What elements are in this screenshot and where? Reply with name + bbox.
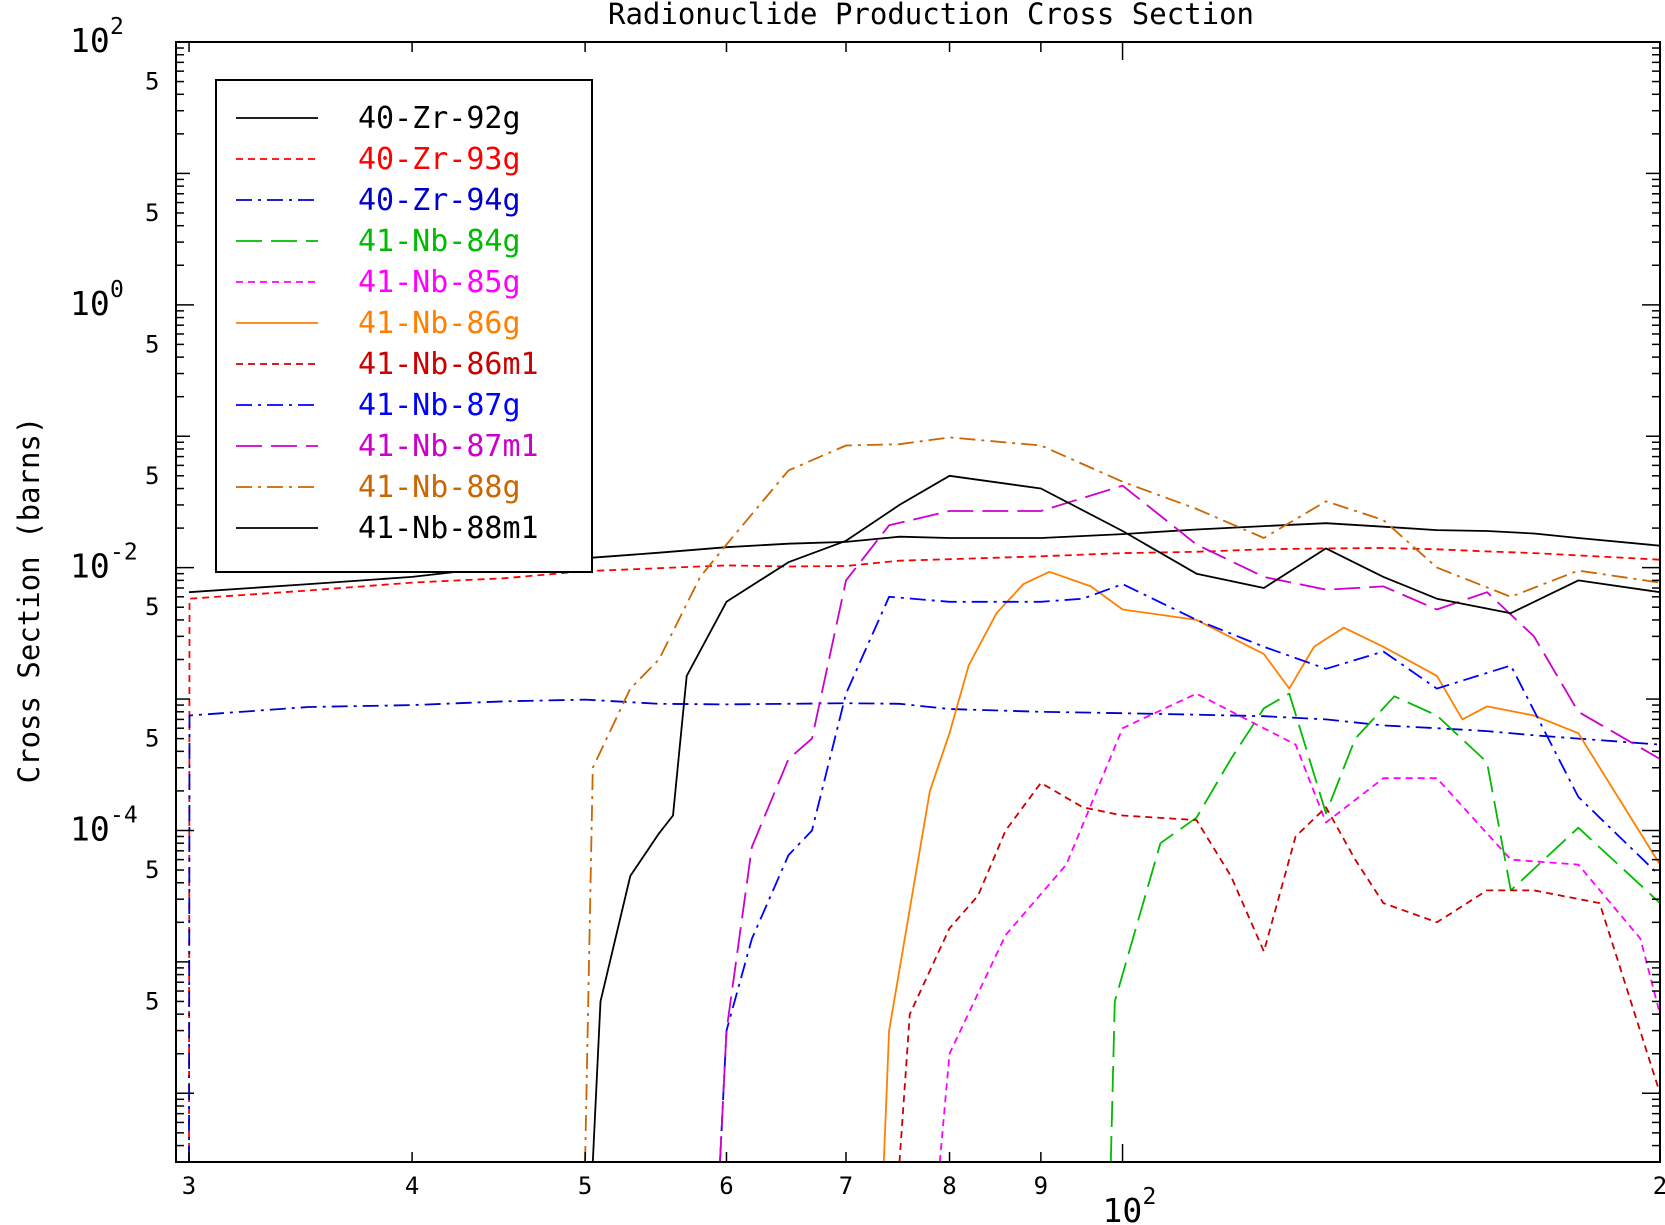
y-axis-title: Cross Section (barns) (12, 417, 46, 784)
chart-title: Radionuclide Production Cross Section (608, 0, 1254, 31)
y-major-label: 10 (70, 284, 110, 323)
y-major-label: 10 (70, 21, 110, 60)
x-tick-label: 8 (942, 1172, 956, 1200)
legend-label: 41-Nb-88g (358, 470, 521, 505)
x-tick-label: 2 (1653, 1172, 1665, 1200)
legend-label: 41-Nb-87m1 (358, 429, 539, 464)
y-major-label: 10 (70, 547, 110, 586)
legend-label: 41-Nb-86m1 (358, 347, 539, 382)
series-line-41-Nb-85g (938, 692, 1660, 1162)
legend-label: 41-Nb-88m1 (358, 511, 539, 546)
y-major-label-exp: -2 (110, 540, 138, 566)
x-major-label-exp: 2 (1143, 1184, 1157, 1210)
series-layer (188, 436, 1660, 1162)
legend-label: 41-Nb-86g (358, 306, 521, 341)
series-line-41-Nb-86m1 (898, 782, 1660, 1162)
x-tick-label: 9 (1034, 1172, 1048, 1200)
series-line-41-Nb-88m1 (591, 474, 1660, 1162)
y-minor-label: 5 (145, 462, 159, 490)
legend-label: 41-Nb-85g (358, 265, 521, 300)
y-major-label-exp: 0 (110, 277, 124, 303)
series-line-41-Nb-84g (1109, 692, 1660, 1162)
legend-label: 40-Zr-93g (358, 142, 521, 177)
plot-frame (175, 41, 1661, 1163)
x-tick-label: 4 (405, 1172, 419, 1200)
y-major-label: 10 (70, 809, 110, 848)
x-tick-label: 5 (578, 1172, 592, 1200)
series-line-41-Nb-86g (882, 570, 1660, 1162)
y-minor-label: 5 (145, 725, 159, 753)
y-minor-label: 5 (145, 856, 159, 884)
legend-box (215, 79, 593, 573)
y-minor-label: 5 (145, 199, 159, 227)
legend-label: 41-Nb-84g (358, 224, 521, 259)
y-major-label-exp: 2 (110, 14, 124, 40)
legend-label: 40-Zr-92g (358, 101, 521, 136)
x-tick-label: 7 (839, 1172, 853, 1200)
x-major-label: 10 (1103, 1191, 1143, 1225)
x-tick-label: 6 (719, 1172, 733, 1200)
x-tick-label: 3 (182, 1172, 196, 1200)
y-minor-label: 5 (145, 330, 159, 358)
series-line-41-Nb-87g (719, 583, 1660, 1162)
series-line-41-Nb-88g (584, 436, 1660, 1162)
legend-label: 40-Zr-94g (358, 183, 521, 218)
legend: 40-Zr-92g 40-Zr-93g 40-Zr-94g 41-Nb-84g 41-N… (215, 79, 593, 573)
y-minor-label: 5 (145, 68, 159, 96)
y-minor-label: 5 (145, 593, 159, 621)
y-major-label-exp: -4 (110, 802, 138, 828)
series-line-40-Zr-94g (188, 698, 1660, 1162)
series-line-40-Zr-93g (188, 547, 1660, 1162)
y-minor-label: 5 (145, 987, 159, 1015)
series-line-41-Nb-87m1 (719, 484, 1660, 1162)
legend-label: 41-Nb-87g (358, 388, 521, 423)
